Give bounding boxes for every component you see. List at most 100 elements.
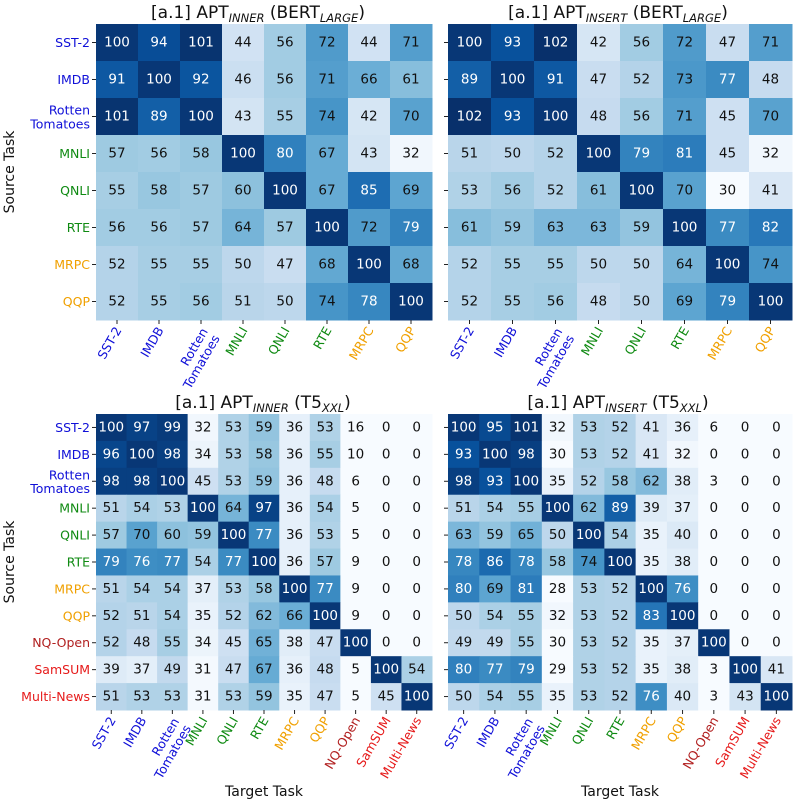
heatmap-cell	[187, 656, 219, 684]
cell-value: 74	[318, 294, 335, 310]
row-label-line: Tomatoes	[29, 481, 90, 496]
cell-value: 91	[108, 72, 125, 88]
cell-value: 0	[741, 554, 750, 570]
row-label: IMDB	[57, 72, 90, 87]
cell-value: 100	[670, 608, 696, 624]
heatmap-cell	[620, 61, 664, 99]
heatmap-cell	[96, 656, 128, 684]
heatmap-cell	[401, 548, 433, 576]
heatmap-cell	[401, 575, 433, 603]
cell-value: 100	[373, 662, 399, 678]
title-suffix: )	[702, 393, 709, 413]
cell-value: 48	[133, 635, 150, 651]
heatmap-cell	[760, 494, 793, 523]
title-middle: (T5	[647, 393, 680, 413]
cell-value: 40	[674, 527, 691, 543]
cell-value: 93	[455, 446, 472, 462]
cell-value: 53	[225, 689, 242, 705]
heatmap-cell	[401, 602, 433, 630]
heatmap-cell	[340, 440, 372, 469]
panel-title: [a.1] APTINSERT (T5XXL)	[527, 393, 708, 415]
heatmap-cell	[760, 440, 793, 469]
heatmap-cell	[577, 135, 621, 173]
cell-value: 51	[103, 500, 120, 516]
heatmap-cell	[157, 440, 189, 469]
heatmap-cell	[340, 575, 372, 603]
cell-value: 65	[518, 527, 535, 543]
cell-value: 79	[719, 294, 736, 310]
cell-value: 95	[486, 419, 503, 435]
heatmap-cell	[729, 656, 762, 684]
heatmap-cell	[370, 602, 402, 630]
heatmap-cell	[541, 575, 574, 603]
cell-value: 73	[676, 72, 693, 88]
col-label: QNLI	[568, 714, 596, 747]
heatmap-cell	[448, 575, 480, 603]
cell-value: 100	[312, 608, 338, 624]
heatmap-cell	[370, 575, 402, 603]
cell-value: 56	[504, 183, 521, 199]
heatmap-cell	[663, 98, 707, 136]
cell-value: 0	[741, 608, 750, 624]
cell-value: 9	[351, 581, 360, 597]
cell-value: 30	[549, 446, 566, 462]
heatmap-cell	[138, 209, 181, 247]
heatmap-cell	[309, 548, 341, 576]
heatmap-cell	[96, 246, 139, 284]
cell-value: 70	[762, 109, 779, 125]
cell-value: 100	[451, 419, 477, 435]
cell-value: 97	[133, 419, 150, 435]
cell-value: 85	[360, 183, 377, 199]
cell-value: 0	[741, 446, 750, 462]
heatmap-cell	[157, 656, 189, 684]
row-label: SamSUM	[34, 662, 90, 677]
heatmap-cell	[309, 575, 341, 603]
cell-value: 54	[611, 527, 628, 543]
cell-value: 0	[412, 554, 421, 570]
cell-value: 36	[674, 419, 691, 435]
cell-value: 54	[408, 662, 425, 678]
cell-value: 30	[719, 183, 736, 199]
heatmap-cell	[448, 548, 480, 576]
heatmap-cell	[620, 246, 664, 284]
cell-value: 40	[674, 689, 691, 705]
heatmap-cell	[180, 246, 223, 284]
cell-value: 49	[486, 635, 503, 651]
heatmap-cell	[157, 602, 189, 630]
heatmap-cell	[666, 440, 699, 469]
cell-value: 32	[674, 446, 691, 462]
heatmap-cell	[479, 467, 512, 496]
cell-value: 50	[455, 608, 472, 624]
heatmap-cell	[635, 602, 668, 630]
cell-value: 100	[251, 554, 277, 570]
heatmap-cell	[479, 494, 512, 523]
heatmap-cell	[187, 467, 219, 496]
heatmap-cell	[729, 602, 762, 630]
title-middle: (BERT	[627, 3, 683, 23]
cell-value: 89	[611, 500, 628, 516]
heatmap-cell	[604, 548, 637, 576]
cell-value: 53	[580, 446, 597, 462]
heatmap-cell	[729, 575, 762, 603]
cell-value: 57	[276, 220, 293, 236]
cell-value: 93	[504, 35, 521, 51]
cell-value: 100	[356, 257, 382, 273]
heatmap-cell	[340, 683, 372, 711]
cell-value: 62	[580, 500, 597, 516]
cell-value: 38	[674, 662, 691, 678]
heatmap-cell	[491, 209, 535, 247]
cell-value: 28	[549, 581, 566, 597]
heatmap-cell	[573, 494, 605, 523]
cell-value: 53	[225, 446, 242, 462]
cell-value: 54	[133, 500, 150, 516]
cell-value: 59	[255, 473, 272, 489]
col-label: MRPC	[704, 324, 735, 363]
heatmap-cell	[534, 24, 578, 62]
heatmap-cell	[390, 209, 433, 247]
cell-value: 58	[255, 446, 272, 462]
row-label: QNLI	[60, 528, 90, 543]
cell-value: 37	[674, 635, 691, 651]
cell-value: 80	[455, 581, 472, 597]
heatmap-cell	[663, 283, 707, 321]
cell-value: 64	[676, 257, 693, 273]
